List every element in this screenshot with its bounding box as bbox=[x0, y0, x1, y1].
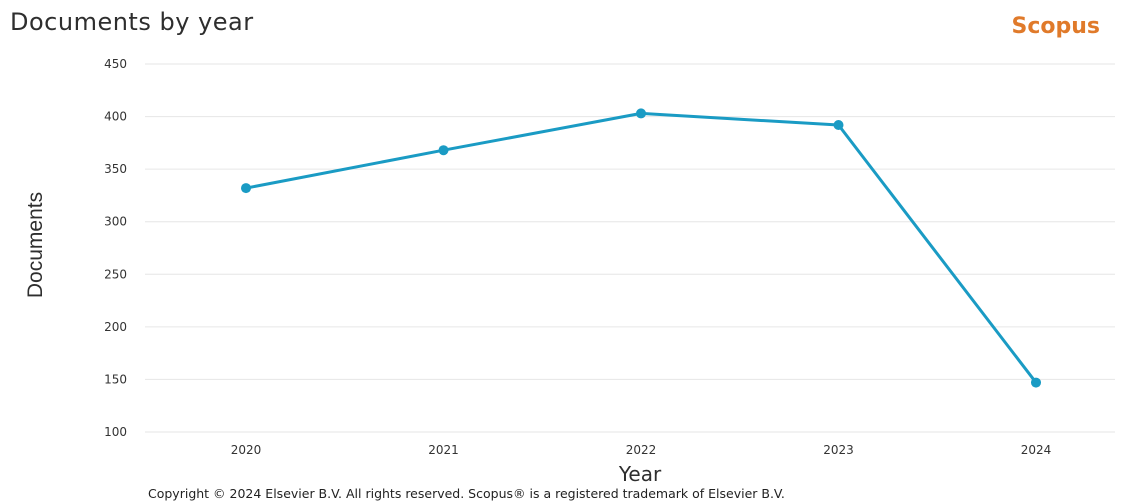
y-tick-label: 100 bbox=[104, 425, 127, 439]
x-axis-label: Year bbox=[618, 462, 662, 486]
x-tick-label: 2023 bbox=[823, 443, 854, 457]
x-tick-label: 2021 bbox=[428, 443, 459, 457]
series-layer bbox=[241, 108, 1041, 388]
y-axis-label: Documents bbox=[24, 191, 47, 299]
x-axis-ticks: 2020 2021 2022 2023 2024 bbox=[231, 443, 1052, 457]
y-tick-label: 300 bbox=[104, 215, 127, 229]
y-tick-label: 400 bbox=[104, 110, 127, 124]
y-tick-label: 200 bbox=[104, 320, 127, 334]
x-tick-label: 2022 bbox=[626, 443, 657, 457]
y-tick-label: 250 bbox=[104, 267, 127, 281]
grid-lines bbox=[145, 63, 1115, 433]
copyright-notice: Copyright © 2024 Elsevier B.V. All right… bbox=[148, 486, 785, 501]
data-point-2020[interactable] bbox=[241, 183, 251, 194]
y-axis-ticks: 100 150 200 250 300 350 400 450 bbox=[104, 57, 127, 439]
data-point-2024[interactable] bbox=[1031, 377, 1041, 388]
data-point-2021[interactable] bbox=[438, 145, 449, 156]
series-line bbox=[245, 111, 1038, 384]
x-tick-label: 2020 bbox=[231, 443, 262, 457]
x-tick-label: 2024 bbox=[1021, 443, 1052, 457]
data-point-2022[interactable] bbox=[636, 108, 646, 119]
scopus-logo[interactable]: Scopus bbox=[1011, 14, 1100, 39]
y-tick-label: 350 bbox=[104, 162, 127, 176]
data-point-2023[interactable] bbox=[833, 119, 844, 130]
y-tick-label: 450 bbox=[104, 57, 127, 71]
chart-title: Documents by year bbox=[10, 8, 254, 36]
y-tick-label: 150 bbox=[104, 372, 127, 386]
